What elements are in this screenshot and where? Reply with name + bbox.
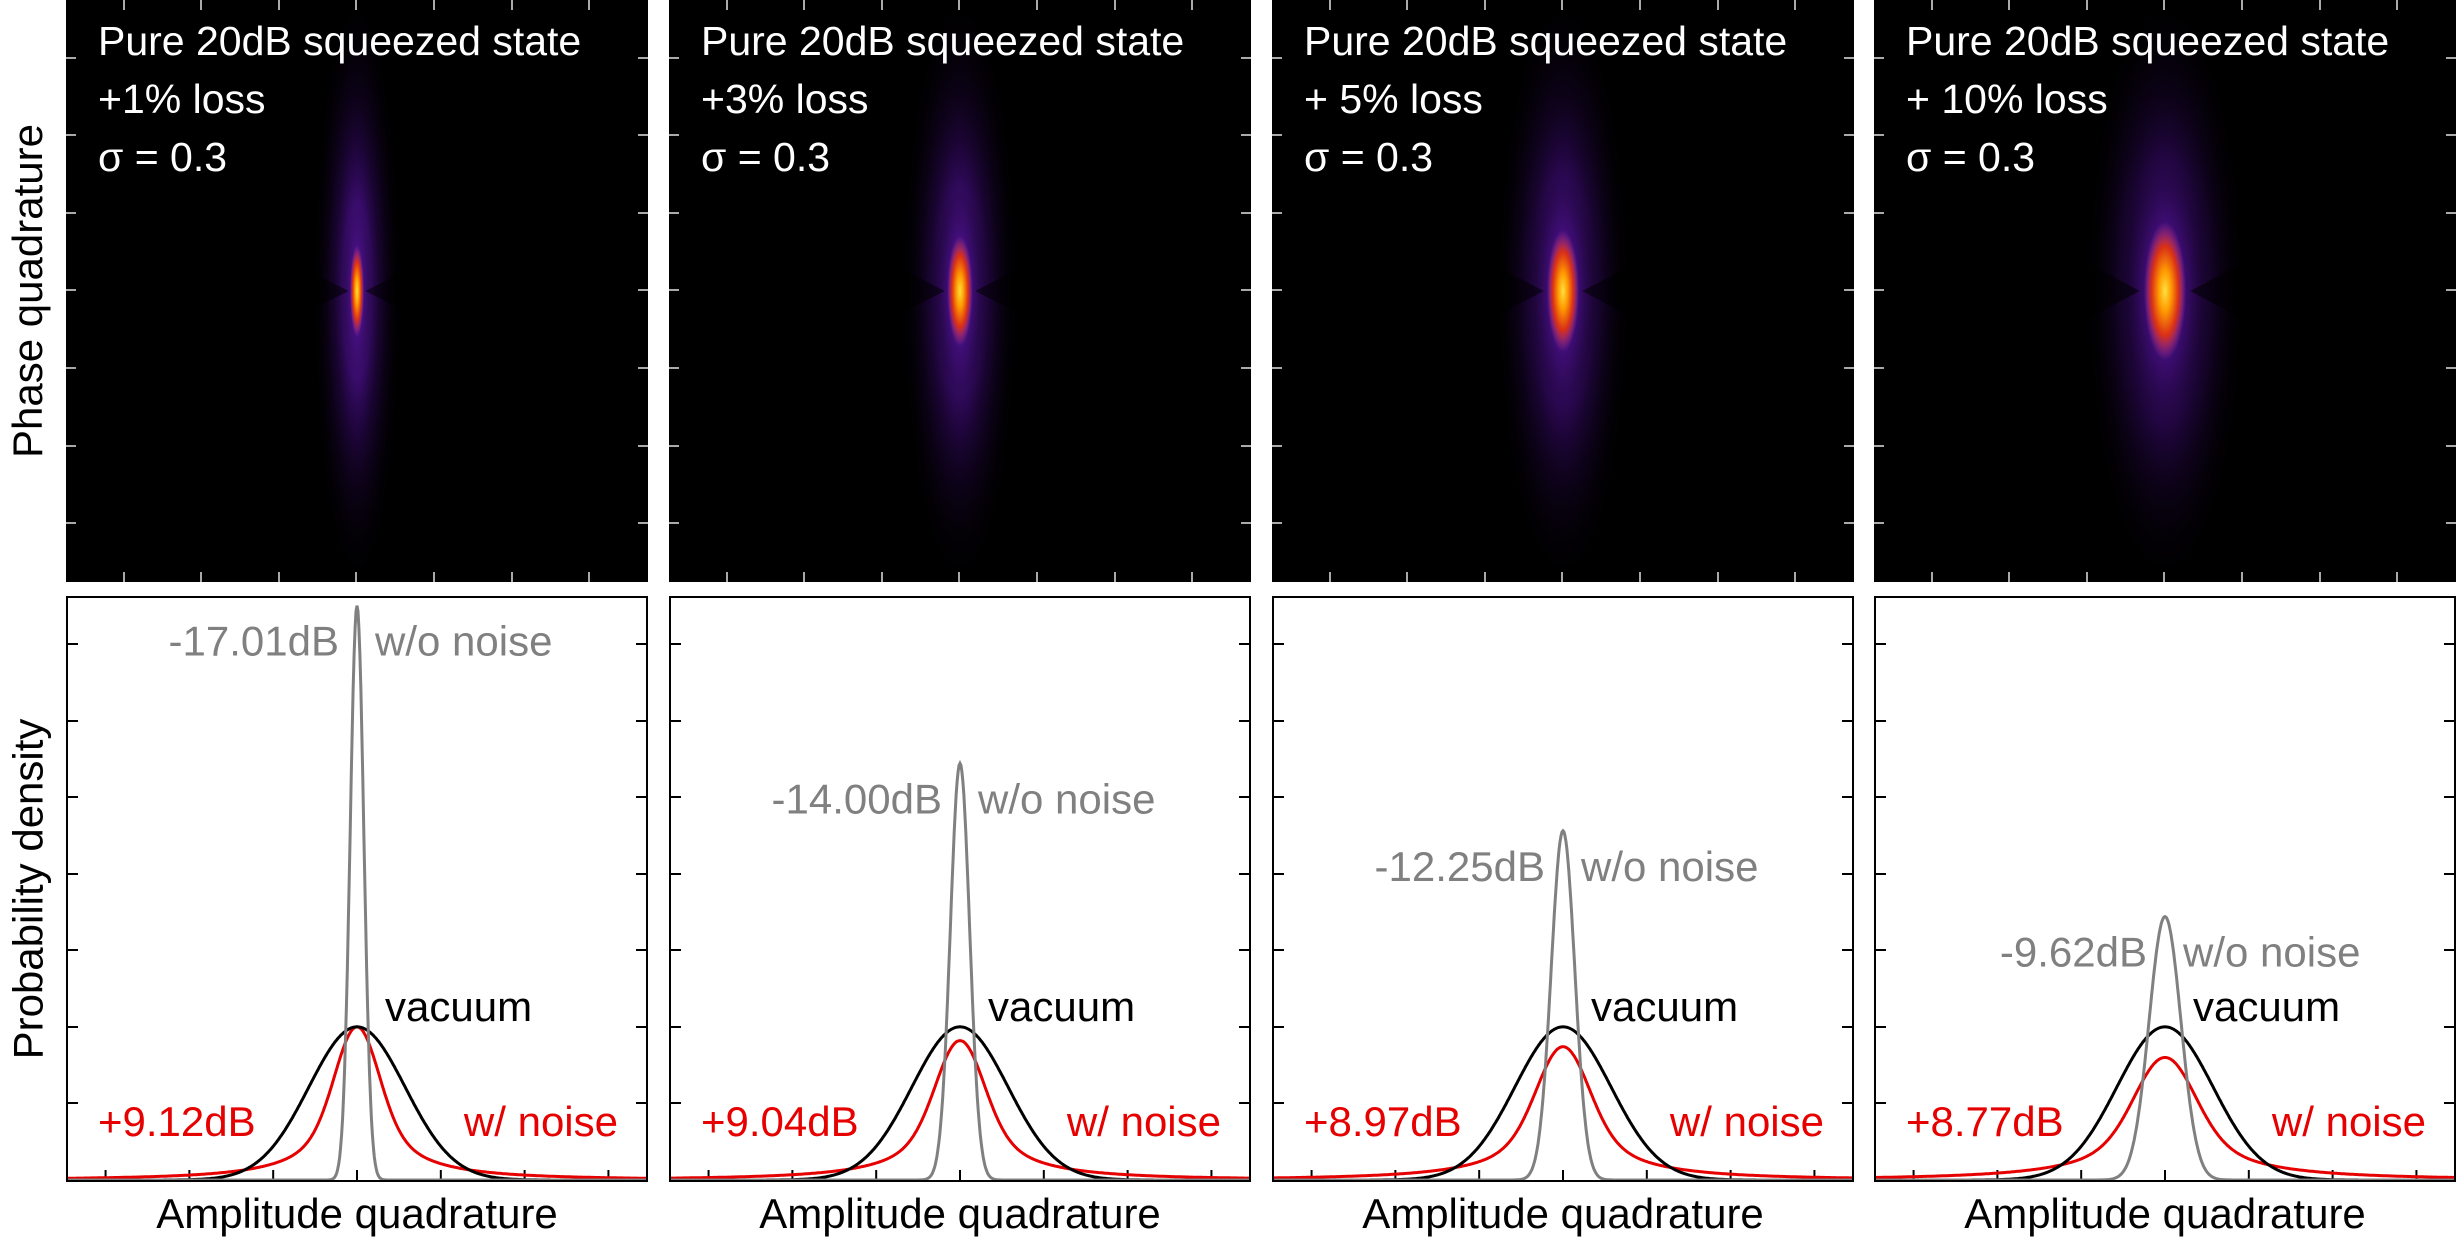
density-svg-3: -12.25dB w/o noise vacuum +8.97dB w/ noise bbox=[1274, 643, 1852, 1180]
heatmap-panel-3: Pure 20dB squeezed state + 5% loss σ = 0… bbox=[1272, 0, 1854, 582]
squeezed-core bbox=[2144, 221, 2186, 361]
x-axis-label-3: Amplitude quadrature bbox=[1362, 1190, 1764, 1237]
heatmap-svg-3 bbox=[1272, 0, 1854, 582]
x-axis-label-1: Amplitude quadrature bbox=[156, 1190, 558, 1237]
without-noise-label: w/o noise bbox=[2182, 929, 2360, 976]
without-noise-label: w/o noise bbox=[1580, 843, 1758, 890]
left-wedge bbox=[669, 150, 945, 432]
squeezed-db-label: -17.01dB bbox=[169, 618, 339, 665]
with-noise-label: w/ noise bbox=[463, 1098, 618, 1145]
heatmap-ticks bbox=[1874, 0, 2456, 582]
axis-ticks bbox=[671, 643, 1249, 1180]
heatmap-svg-4 bbox=[1874, 0, 2456, 582]
with-noise-label: w/ noise bbox=[1669, 1098, 1824, 1145]
title-line: Pure 20dB squeezed state bbox=[1906, 18, 2390, 64]
title-line: +1% loss bbox=[98, 76, 266, 122]
density-svg-4: -9.62dB w/o noise vacuum +8.77dB w/ noise bbox=[1876, 643, 2454, 1180]
title-line: Pure 20dB squeezed state bbox=[98, 18, 582, 64]
heatmap-ticks bbox=[669, 0, 1251, 582]
anti-squeezed-db-label: +8.77dB bbox=[1906, 1098, 2064, 1145]
series-line-w-o-noise bbox=[68, 605, 646, 1180]
density-plot-1: -17.01dB w/o noise vacuum +9.12dB w/ noise bbox=[66, 596, 648, 1182]
squeezed-db-label: -14.00dB bbox=[772, 775, 942, 822]
ellipse-blob bbox=[900, 0, 1020, 582]
series-line-w-noise bbox=[1876, 1056, 2454, 1179]
with-noise-label: w/ noise bbox=[2271, 1098, 2426, 1145]
density-svg-1: -17.01dB w/o noise vacuum +9.12dB w/ noise bbox=[68, 605, 646, 1180]
heatmap-ticks bbox=[1272, 0, 1854, 582]
anti-squeezed-db-label: +9.04dB bbox=[701, 1098, 859, 1145]
axis-ticks bbox=[1274, 643, 1852, 1180]
right-wedge bbox=[365, 150, 648, 432]
title-line: σ = 0.3 bbox=[1906, 134, 2036, 180]
title-line: Pure 20dB squeezed state bbox=[1304, 18, 1788, 64]
ellipse-blob bbox=[2083, 0, 2247, 582]
vacuum-label: vacuum bbox=[1591, 983, 1738, 1030]
dark-wedges bbox=[66, 150, 648, 432]
density-plot-4: -9.62dB w/o noise vacuum +8.77dB w/ noise bbox=[1874, 596, 2456, 1182]
series-line-w-o-noise bbox=[671, 759, 1249, 1180]
panel-title-4: Pure 20dB squeezed state + 10% loss σ = … bbox=[1906, 12, 2389, 186]
heatmap-panel-2: Pure 20dB squeezed state +3% loss σ = 0.… bbox=[669, 0, 1251, 582]
left-wedge bbox=[1272, 150, 1544, 432]
dark-wedges bbox=[1272, 150, 1854, 432]
bottom-y-axis-label: Probability density bbox=[4, 718, 51, 1060]
heatmap-ticks bbox=[66, 0, 648, 582]
title-line: +3% loss bbox=[701, 76, 869, 122]
vacuum-label: vacuum bbox=[385, 983, 532, 1030]
squeezed-core bbox=[1547, 230, 1579, 352]
series-line-w-o-noise bbox=[1876, 914, 2454, 1180]
axis-ticks bbox=[1876, 643, 2454, 1180]
anti-squeezed-db-label: +8.97dB bbox=[1304, 1098, 1462, 1145]
title-line: + 10% loss bbox=[1906, 76, 2108, 122]
dark-wedges bbox=[669, 150, 1251, 432]
x-axis-label-4: Amplitude quadrature bbox=[1964, 1190, 2366, 1237]
panel-title-3: Pure 20dB squeezed state + 5% loss σ = 0… bbox=[1304, 12, 1787, 186]
vacuum-label: vacuum bbox=[988, 983, 1135, 1030]
ellipse-blob bbox=[1494, 0, 1632, 582]
squeezed-core bbox=[947, 235, 973, 347]
x-axis-label-2: Amplitude quadrature bbox=[759, 1190, 1161, 1237]
heatmap-svg-1 bbox=[66, 0, 648, 582]
panel-title-2: Pure 20dB squeezed state +3% loss σ = 0.… bbox=[701, 12, 1184, 186]
right-wedge bbox=[2190, 150, 2456, 432]
heatmap-svg-2 bbox=[669, 0, 1251, 582]
squeezed-db-label: -12.25dB bbox=[1375, 843, 1545, 890]
title-line: σ = 0.3 bbox=[98, 134, 228, 180]
title-line: σ = 0.3 bbox=[701, 134, 831, 180]
top-y-axis-label: Phase quadrature bbox=[4, 124, 52, 458]
right-wedge bbox=[1582, 150, 1854, 432]
ellipse-blob bbox=[312, 0, 402, 582]
heatmap-panel-1: Pure 20dB squeezed state +1% loss σ = 0.… bbox=[66, 0, 648, 582]
anti-squeezed-db-label: +9.12dB bbox=[98, 1098, 256, 1145]
series-line-w-noise bbox=[1274, 1045, 1852, 1180]
title-line: Pure 20dB squeezed state bbox=[701, 18, 1185, 64]
series-line-w-noise bbox=[671, 1039, 1249, 1180]
left-wedge bbox=[1874, 150, 2140, 432]
heatmap-panel-4: Pure 20dB squeezed state + 10% loss σ = … bbox=[1874, 0, 2456, 582]
title-line: σ = 0.3 bbox=[1304, 134, 1434, 180]
without-noise-label: w/o noise bbox=[977, 775, 1155, 822]
density-svg-2: -14.00dB w/o noise vacuum +9.04dB w/ noise bbox=[671, 643, 1249, 1180]
squeezed-core bbox=[350, 245, 364, 337]
series-line-w-o-noise bbox=[1274, 828, 1852, 1180]
left-wedge bbox=[66, 150, 349, 432]
title-line: + 5% loss bbox=[1304, 76, 1483, 122]
squeezed-db-label: -9.62dB bbox=[2000, 929, 2147, 976]
density-plot-3: -12.25dB w/o noise vacuum +8.97dB w/ noise bbox=[1272, 596, 1854, 1182]
vacuum-label: vacuum bbox=[2193, 983, 2340, 1030]
dark-wedges bbox=[1874, 150, 2456, 432]
panel-title-1: Pure 20dB squeezed state +1% loss σ = 0.… bbox=[98, 12, 581, 186]
without-noise-label: w/o noise bbox=[374, 618, 552, 665]
right-wedge bbox=[975, 150, 1251, 432]
density-plot-2: -14.00dB w/o noise vacuum +9.04dB w/ noise bbox=[669, 596, 1251, 1182]
with-noise-label: w/ noise bbox=[1066, 1098, 1221, 1145]
